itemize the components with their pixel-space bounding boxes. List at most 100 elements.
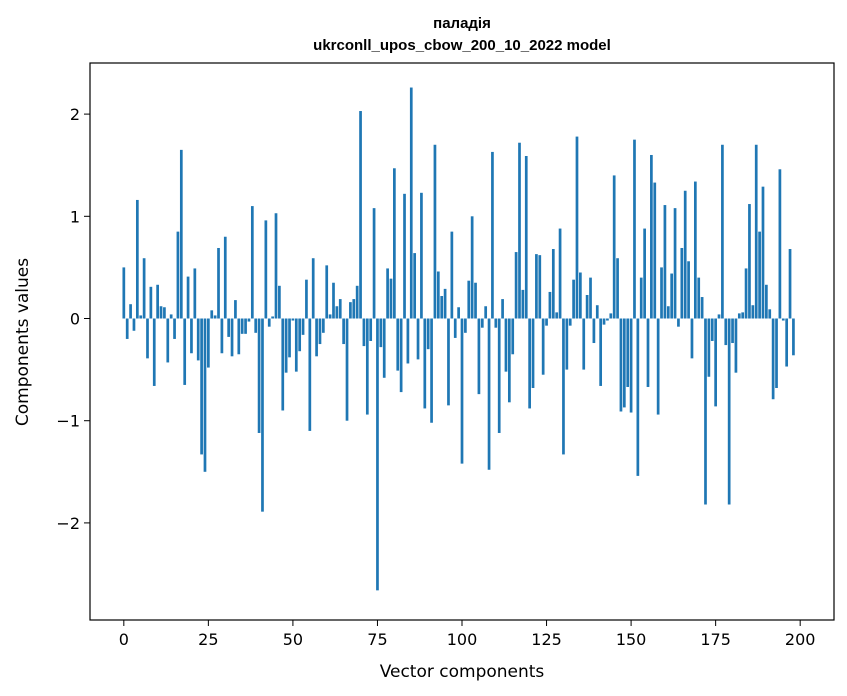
bar bbox=[139, 315, 143, 319]
bar bbox=[284, 318, 288, 373]
bar bbox=[169, 314, 173, 319]
bar bbox=[125, 318, 129, 339]
y-tick-label: −2 bbox=[56, 514, 80, 533]
bar bbox=[599, 318, 603, 386]
bar bbox=[278, 285, 281, 319]
bar bbox=[271, 316, 274, 319]
bar bbox=[524, 156, 528, 319]
bar bbox=[575, 136, 579, 319]
bar bbox=[717, 314, 721, 319]
bar bbox=[291, 318, 295, 321]
bar bbox=[183, 318, 187, 385]
bar bbox=[335, 306, 339, 319]
bar bbox=[230, 318, 234, 357]
bar bbox=[565, 318, 569, 370]
bar bbox=[264, 220, 268, 319]
bar bbox=[636, 318, 640, 476]
bar bbox=[643, 228, 646, 319]
bar bbox=[403, 193, 406, 319]
bar bbox=[650, 154, 653, 319]
bar bbox=[301, 318, 305, 335]
bar bbox=[369, 318, 373, 341]
bar bbox=[704, 318, 707, 505]
bar bbox=[156, 284, 159, 319]
bar bbox=[619, 318, 623, 412]
bar bbox=[234, 300, 237, 319]
bar bbox=[460, 318, 464, 464]
bar bbox=[453, 318, 457, 338]
bar bbox=[639, 277, 643, 319]
bar bbox=[223, 236, 227, 319]
bar bbox=[365, 318, 369, 415]
bar bbox=[396, 318, 400, 371]
bar bbox=[315, 318, 318, 357]
bar bbox=[186, 276, 190, 319]
bar bbox=[399, 318, 403, 393]
bar bbox=[555, 312, 559, 319]
bar bbox=[792, 318, 795, 356]
bar bbox=[562, 318, 565, 455]
bar bbox=[349, 302, 352, 319]
bar bbox=[210, 310, 214, 319]
x-tick-label: 200 bbox=[785, 630, 816, 649]
bar bbox=[436, 271, 440, 319]
bar bbox=[778, 169, 782, 319]
plot-area-frame bbox=[89, 62, 835, 621]
bar bbox=[274, 213, 278, 319]
bar bbox=[179, 149, 183, 319]
chart-title: паладія bbox=[433, 15, 491, 32]
bar bbox=[345, 318, 349, 421]
bar bbox=[389, 278, 393, 319]
bar bbox=[538, 255, 542, 319]
bar bbox=[470, 216, 474, 319]
bar bbox=[443, 288, 447, 319]
bar bbox=[663, 205, 667, 319]
bar bbox=[254, 318, 258, 333]
bar bbox=[609, 313, 613, 319]
bar bbox=[616, 258, 619, 319]
x-tick-label: 175 bbox=[700, 630, 731, 649]
bar bbox=[721, 144, 724, 319]
bar bbox=[257, 318, 261, 433]
bar bbox=[464, 318, 467, 333]
bar bbox=[305, 279, 308, 319]
bar bbox=[207, 318, 210, 368]
bar bbox=[244, 318, 247, 334]
bar bbox=[213, 315, 217, 319]
bar bbox=[406, 318, 410, 364]
bar bbox=[724, 318, 728, 346]
bar bbox=[656, 318, 660, 415]
bar bbox=[386, 268, 389, 319]
bar bbox=[200, 318, 203, 455]
bar bbox=[220, 318, 224, 354]
y-tick-label: 2 bbox=[70, 105, 80, 124]
bar bbox=[440, 296, 444, 319]
bar bbox=[690, 318, 694, 359]
bar bbox=[741, 312, 745, 319]
bar bbox=[595, 305, 599, 319]
bar bbox=[494, 318, 498, 328]
bar bbox=[267, 318, 271, 327]
bar bbox=[227, 318, 231, 337]
bar bbox=[727, 318, 731, 505]
bar bbox=[528, 318, 531, 409]
bar bbox=[744, 268, 748, 319]
bar bbox=[413, 253, 417, 319]
bar bbox=[281, 318, 285, 411]
bar bbox=[190, 318, 193, 354]
bar bbox=[173, 318, 176, 339]
bar bbox=[775, 318, 778, 388]
bar bbox=[754, 144, 758, 319]
x-tick-label: 0 bbox=[119, 630, 129, 649]
bar bbox=[700, 297, 704, 319]
bar bbox=[737, 313, 741, 319]
bar bbox=[677, 318, 680, 327]
bar bbox=[288, 318, 291, 358]
bar bbox=[666, 306, 670, 319]
bar bbox=[504, 318, 508, 372]
y-tick-label: −1 bbox=[56, 412, 80, 431]
bar bbox=[551, 249, 555, 319]
bar bbox=[447, 318, 450, 406]
bar bbox=[338, 299, 342, 319]
